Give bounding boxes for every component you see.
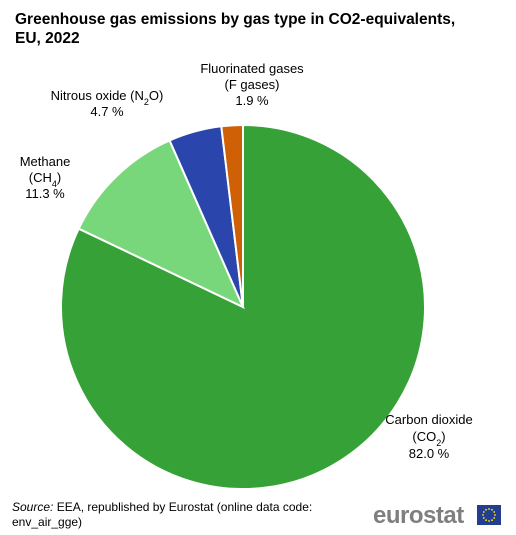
eu-flag-icon <box>477 505 501 525</box>
source-prefix: Source: <box>12 500 54 514</box>
flag-star <box>482 517 485 519</box>
pie-label-methane: Methane (CH4) 11.3 % <box>20 154 71 201</box>
flag-star <box>493 511 496 513</box>
flag-star <box>482 514 484 516</box>
chart-title: Greenhouse gas emissions by gas type in … <box>15 11 456 47</box>
eurostat-logo-text: eurostat <box>373 502 464 529</box>
pie-label-carbon-dioxide: Carbon dioxide (CO2) 82.0 % <box>385 412 472 461</box>
flag-star <box>485 519 487 522</box>
flag-star <box>488 520 490 522</box>
flag-star <box>488 508 490 510</box>
pie-slice-fluorinated-gases <box>220 123 244 308</box>
pie-slices <box>60 123 426 490</box>
pie-labels: Carbon dioxide (CO2) 82.0 % Methane (CH4) 11.… <box>20 61 473 461</box>
flag-star <box>493 517 496 519</box>
flag-star <box>491 519 493 522</box>
source-text: EEA, republished by Eurostat (online dat… <box>12 500 313 529</box>
pie-label-nitrous-oxide: Nitrous oxide (N2O) 4.7 % <box>51 88 164 119</box>
flag-star <box>491 508 493 511</box>
pie-label-fluorinated-gases: Fluorinated gases (F gases) 1.9 % <box>200 61 304 108</box>
flag-star <box>482 511 485 513</box>
pie-slice-methane <box>77 139 246 310</box>
source-note: Source: EEA, republished by Eurostat (on… <box>12 500 362 530</box>
flag-star <box>485 508 487 511</box>
flag-star <box>494 514 496 516</box>
